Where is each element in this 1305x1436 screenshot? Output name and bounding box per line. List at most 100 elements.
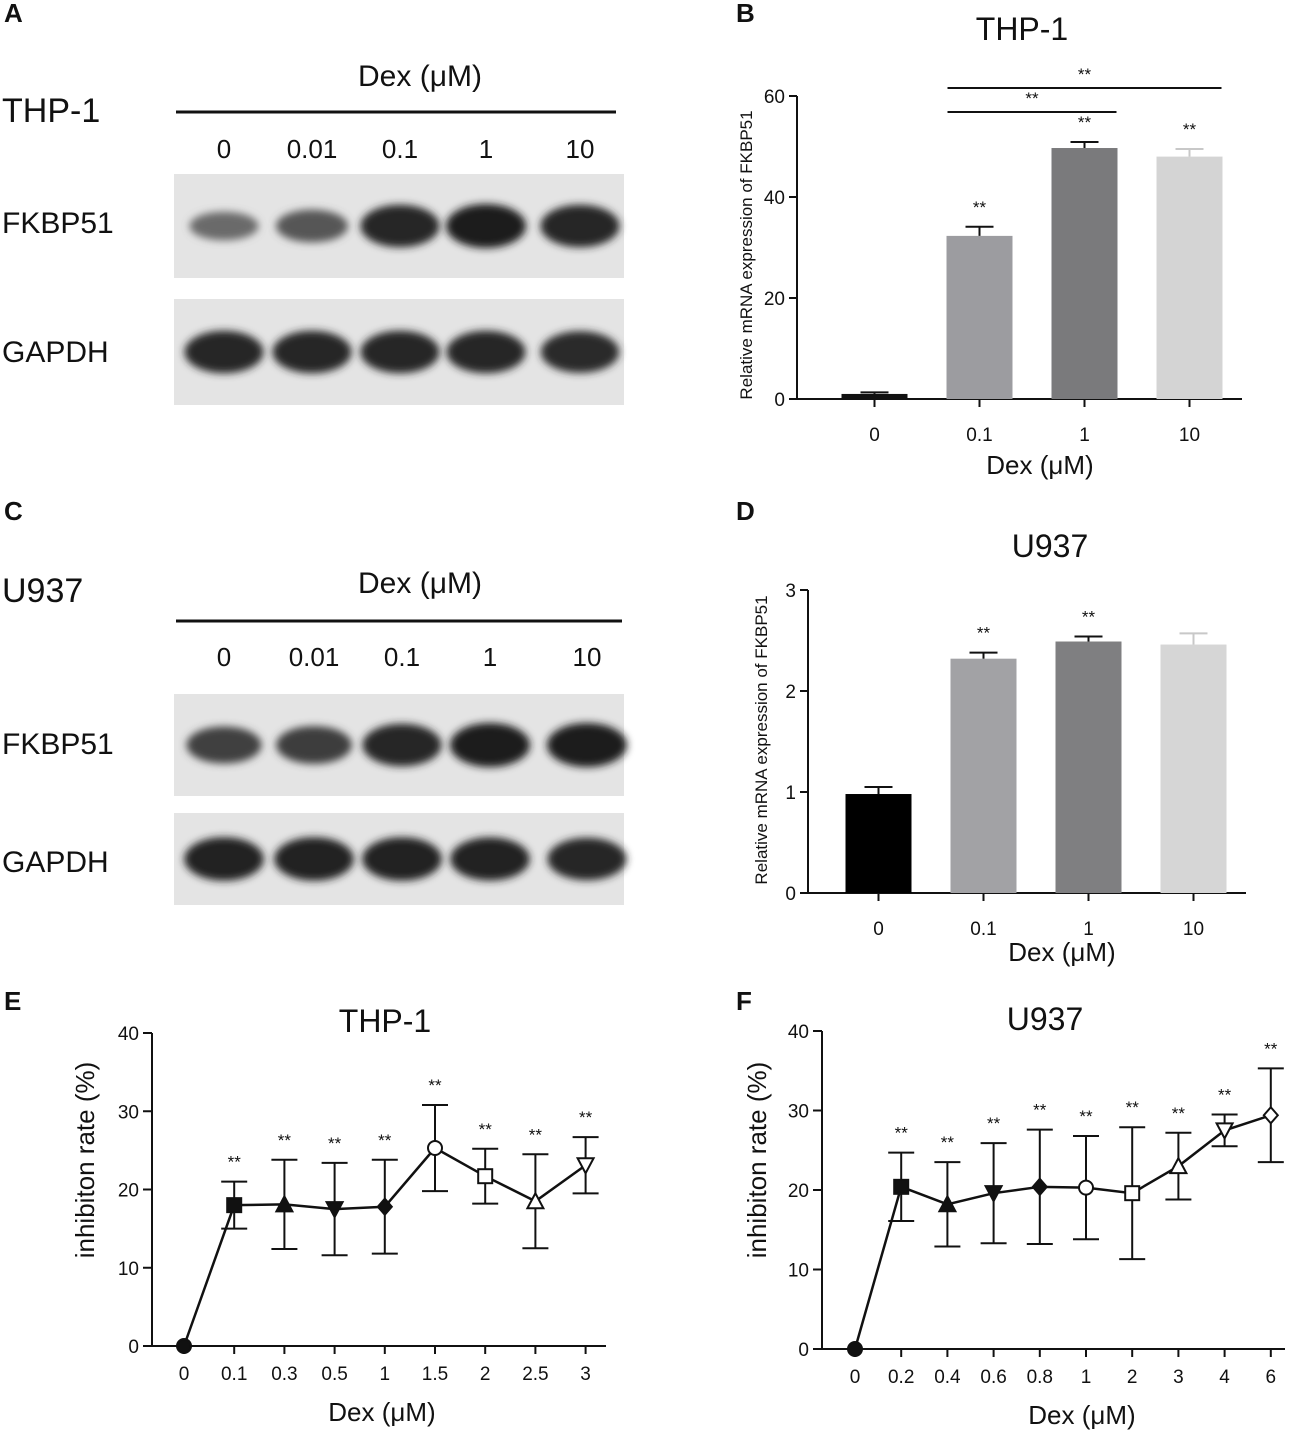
- panel-letter-b: B: [736, 0, 755, 28]
- significance-label: **: [228, 1153, 242, 1172]
- bar: [946, 235, 1013, 399]
- y-tick-label: 0: [785, 884, 796, 905]
- blot-treatment-label: Dex (μM): [358, 60, 482, 93]
- data-point-marker: [274, 1194, 295, 1213]
- blot-row-label: GAPDH: [2, 336, 109, 369]
- y-tick-label: 1: [785, 783, 796, 804]
- data-point-marker: [525, 1191, 546, 1210]
- x-tick-label: 0: [850, 1367, 861, 1388]
- significance-label: **: [378, 1131, 392, 1150]
- blot-band: [184, 837, 264, 881]
- bar: [1156, 156, 1223, 399]
- blot-lane-label: 0.1: [382, 134, 418, 164]
- x-tick-label: 0.5: [321, 1364, 347, 1385]
- x-tick-label: 10: [1179, 425, 1200, 446]
- chart-title: U937: [1012, 528, 1089, 564]
- western-blot-u937: U937 Dex (μM) 0 0.01 0.1 1 10 FKBP51 GAPDH: [2, 567, 627, 905]
- y-tick-label: 20: [118, 1181, 139, 1202]
- data-point-marker: [1124, 1185, 1141, 1202]
- western-blot-thp1: THP-1 Dex (μM) 0 0.01 0.1 1 10 FKBP51 GAPDH: [2, 60, 624, 405]
- significance-label: **: [1079, 1107, 1093, 1126]
- x-tick-label: 3: [1173, 1367, 1184, 1388]
- y-tick-label: 60: [764, 87, 785, 108]
- x-tick-label: 0: [873, 919, 884, 940]
- line-chart-u937-inhibition: U937 Dex (μM) inhibiton rate (%) 0102030…: [742, 1001, 1285, 1430]
- bar: [1051, 148, 1118, 399]
- data-point-marker: [937, 1194, 958, 1213]
- blot-band: [450, 723, 530, 767]
- blot-lane-label: 0.1: [384, 642, 420, 672]
- x-tick-label: 0.2: [888, 1367, 914, 1388]
- x-tick-label: 0: [869, 425, 880, 446]
- blot-lane-labels: 0 0.01 0.1 1 10: [217, 642, 602, 672]
- data-point-marker: [427, 1140, 443, 1157]
- y-tick-label: 0: [774, 390, 785, 411]
- bar: [950, 658, 1017, 893]
- line-chart-thp1-inhibition: THP-1 Dex (μM) inhibiton rate (%) 010203…: [70, 1003, 606, 1427]
- blot-band: [186, 726, 262, 764]
- data-point-marker: [575, 1157, 596, 1176]
- significance-label: **: [1078, 113, 1092, 132]
- significance-label: **: [1126, 1098, 1140, 1117]
- plot-area: 0 10 20 30 40 0 0.2 ** 0.4 ** 0.6 ** 0.8 ** 1 ** 2 ** 3 ** 4…: [788, 1022, 1285, 1388]
- significance-label: **: [579, 1108, 593, 1127]
- x-axis-label: Dex (μM): [986, 450, 1093, 480]
- x-tick-label: 10: [1183, 919, 1204, 940]
- x-tick-label: 3: [580, 1364, 591, 1385]
- blot-band: [362, 837, 442, 881]
- blot-lane-label: 1: [483, 642, 497, 672]
- data-point-marker: [983, 1185, 1004, 1204]
- x-tick-label: 6: [1266, 1367, 1277, 1388]
- data-point-marker: [376, 1197, 394, 1217]
- data-point-marker: [1262, 1105, 1280, 1125]
- y-tick-label: 30: [788, 1102, 809, 1123]
- x-tick-label: 2: [1127, 1367, 1138, 1388]
- significance-label: **: [941, 1133, 955, 1152]
- bar: [1160, 644, 1227, 893]
- blot-rows: FKBP51 GAPDH: [2, 174, 624, 405]
- blot-treatment-label: Dex (μM): [358, 567, 482, 600]
- blot-lane-label: 10: [573, 642, 602, 672]
- y-tick-label: 30: [118, 1102, 139, 1123]
- plot-area: 0 1 2 3 0 0.1 ** 1 ** 10: [785, 581, 1246, 940]
- significance-label: **: [1082, 607, 1096, 626]
- bracket-label: **: [1078, 65, 1092, 84]
- y-tick-label: 10: [788, 1261, 809, 1282]
- y-tick-label: 0: [798, 1340, 809, 1361]
- blot-band: [362, 723, 442, 767]
- x-tick-label: 0.3: [271, 1364, 297, 1385]
- data-point-marker: [1031, 1177, 1049, 1197]
- y-axis-label: Relative mRNA expression of FKBP51: [752, 595, 771, 884]
- blot-band: [547, 837, 627, 881]
- panel-letter-e: E: [4, 986, 21, 1016]
- blot-band: [450, 837, 530, 881]
- chart-title: U937: [1007, 1001, 1084, 1037]
- x-tick-label: 0.1: [966, 425, 992, 446]
- series-line: [853, 1114, 1272, 1350]
- blot-band: [446, 204, 526, 248]
- blot-band: [547, 723, 627, 767]
- data-point-marker: [226, 1197, 243, 1214]
- bar-chart-u937-mrna: U937 Dex (μM) Relative mRNA expression o…: [752, 528, 1246, 967]
- x-tick-label: 0.6: [980, 1367, 1006, 1388]
- blot-row-label: FKBP51: [2, 207, 114, 240]
- significance-label: **: [278, 1131, 292, 1150]
- bar-chart-thp1-mrna: THP-1 Dex (μM) Relative mRNA expression …: [737, 11, 1242, 480]
- x-tick-label: 0.1: [970, 919, 996, 940]
- y-tick-label: 0: [128, 1337, 139, 1358]
- significance-label: **: [1172, 1104, 1186, 1123]
- blot-band: [272, 330, 352, 374]
- y-tick-label: 2: [785, 682, 796, 703]
- significance-label: **: [529, 1125, 543, 1144]
- chart-title: THP-1: [976, 11, 1068, 47]
- x-tick-label: 1: [1081, 1367, 1092, 1388]
- blot-lane-label: 0.01: [289, 642, 340, 672]
- blot-cell-line-label: THP-1: [2, 92, 100, 130]
- plot-area: 0 20 40 60 0 0.1 ** 1 ** 10 ** ** **: [764, 65, 1242, 446]
- x-tick-label: 1: [380, 1364, 391, 1385]
- data-point-marker: [1168, 1156, 1189, 1175]
- panel-letter-c: C: [4, 496, 23, 526]
- blot-band: [184, 330, 264, 374]
- blot-lane-labels: 0 0.01 0.1 1 10: [217, 134, 595, 164]
